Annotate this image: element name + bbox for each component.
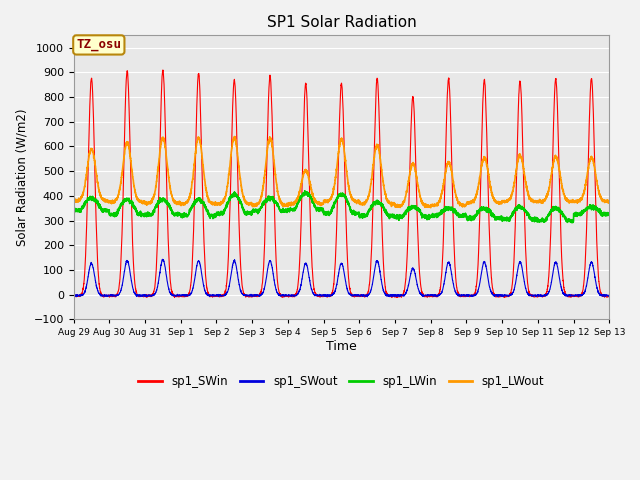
sp1_LWin (461, 210, 469, 216)
sp1_SWout (432, 292, 440, 298)
sp1_SWout (461, 293, 469, 299)
sp1_LWin (301, 188, 308, 193)
sp1_LWin (70, 207, 77, 213)
sp1_LWin (605, 211, 612, 216)
sp1_SWout (605, 293, 612, 299)
sp1_SWout (321, 293, 329, 299)
sp1_SWin (461, 293, 469, 299)
Legend: sp1_SWin, sp1_SWout, sp1_LWin, sp1_LWout: sp1_SWin, sp1_SWout, sp1_LWin, sp1_LWout (134, 371, 549, 393)
Line: sp1_SWout: sp1_SWout (74, 259, 609, 297)
Title: SP1 Solar Radiation: SP1 Solar Radiation (267, 15, 417, 30)
Line: sp1_LWin: sp1_LWin (74, 191, 609, 223)
sp1_SWin (605, 293, 612, 299)
X-axis label: Time: Time (326, 340, 357, 353)
sp1_LWout (321, 197, 329, 203)
sp1_LWout (461, 203, 469, 209)
Text: TZ_osu: TZ_osu (76, 38, 122, 51)
sp1_LWout (166, 183, 173, 189)
Line: sp1_LWout: sp1_LWout (74, 136, 609, 208)
sp1_LWout (605, 199, 612, 205)
sp1_SWin (321, 293, 329, 299)
sp1_LWout (70, 197, 77, 203)
sp1_SWin (492, 294, 500, 300)
sp1_SWout (159, 256, 166, 262)
sp1_LWin (321, 212, 329, 218)
sp1_SWout (70, 293, 77, 299)
sp1_LWin (166, 204, 173, 210)
Line: sp1_SWin: sp1_SWin (74, 70, 609, 298)
Y-axis label: Solar Radiation (W/m2): Solar Radiation (W/m2) (15, 108, 28, 246)
sp1_SWin (392, 295, 400, 300)
sp1_SWin (70, 292, 77, 298)
sp1_LWout (492, 200, 500, 205)
sp1_SWin (605, 294, 613, 300)
sp1_LWin (432, 211, 440, 217)
sp1_LWin (569, 220, 577, 226)
sp1_LWout (605, 198, 613, 204)
sp1_SWout (166, 290, 174, 296)
sp1_SWin (432, 293, 440, 299)
sp1_SWin (159, 67, 166, 73)
sp1_SWin (166, 275, 174, 280)
sp1_SWout (364, 294, 371, 300)
sp1_LWout (230, 133, 238, 139)
sp1_SWout (492, 292, 500, 298)
sp1_LWin (605, 212, 613, 217)
sp1_LWout (432, 202, 440, 208)
sp1_SWout (605, 292, 613, 298)
sp1_LWin (492, 215, 500, 220)
sp1_LWout (427, 205, 435, 211)
